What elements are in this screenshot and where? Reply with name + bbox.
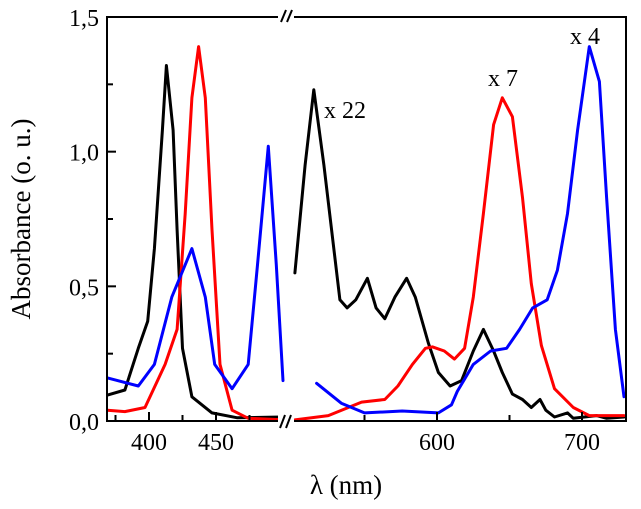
y-tick-label: 0,0 <box>69 410 99 436</box>
series-black-right <box>293 88 626 420</box>
y-tick-label: 1,0 <box>69 141 99 167</box>
series-black-left <box>106 64 284 420</box>
ticks-layer: 400 450 600 700 0,0 0,5 1,0 1,5 <box>69 6 600 456</box>
axis-break-top <box>278 9 294 23</box>
x-tick-label: 600 <box>419 430 455 456</box>
annotation-x4: x 4 <box>570 24 600 50</box>
series-layer <box>106 45 626 422</box>
series-blue-right <box>315 45 626 415</box>
x-tick-label: 450 <box>198 430 234 456</box>
y-tick-label: 0,5 <box>69 275 99 301</box>
annotation-x7: x 7 <box>488 66 518 92</box>
axis-break-bottom <box>278 414 294 429</box>
annotation-x22: x 22 <box>324 98 366 124</box>
y-axis-label: Absorbance (o. u.) <box>6 119 36 320</box>
series-red-left <box>106 45 284 422</box>
y-tick-label: 1,5 <box>69 6 99 32</box>
x-tick-label: 700 <box>564 430 600 456</box>
x-tick-label: 400 <box>131 430 167 456</box>
x-axis-label: λ (nm) <box>310 470 382 500</box>
series-red-right <box>293 96 626 422</box>
series-blue-left <box>106 144 285 391</box>
